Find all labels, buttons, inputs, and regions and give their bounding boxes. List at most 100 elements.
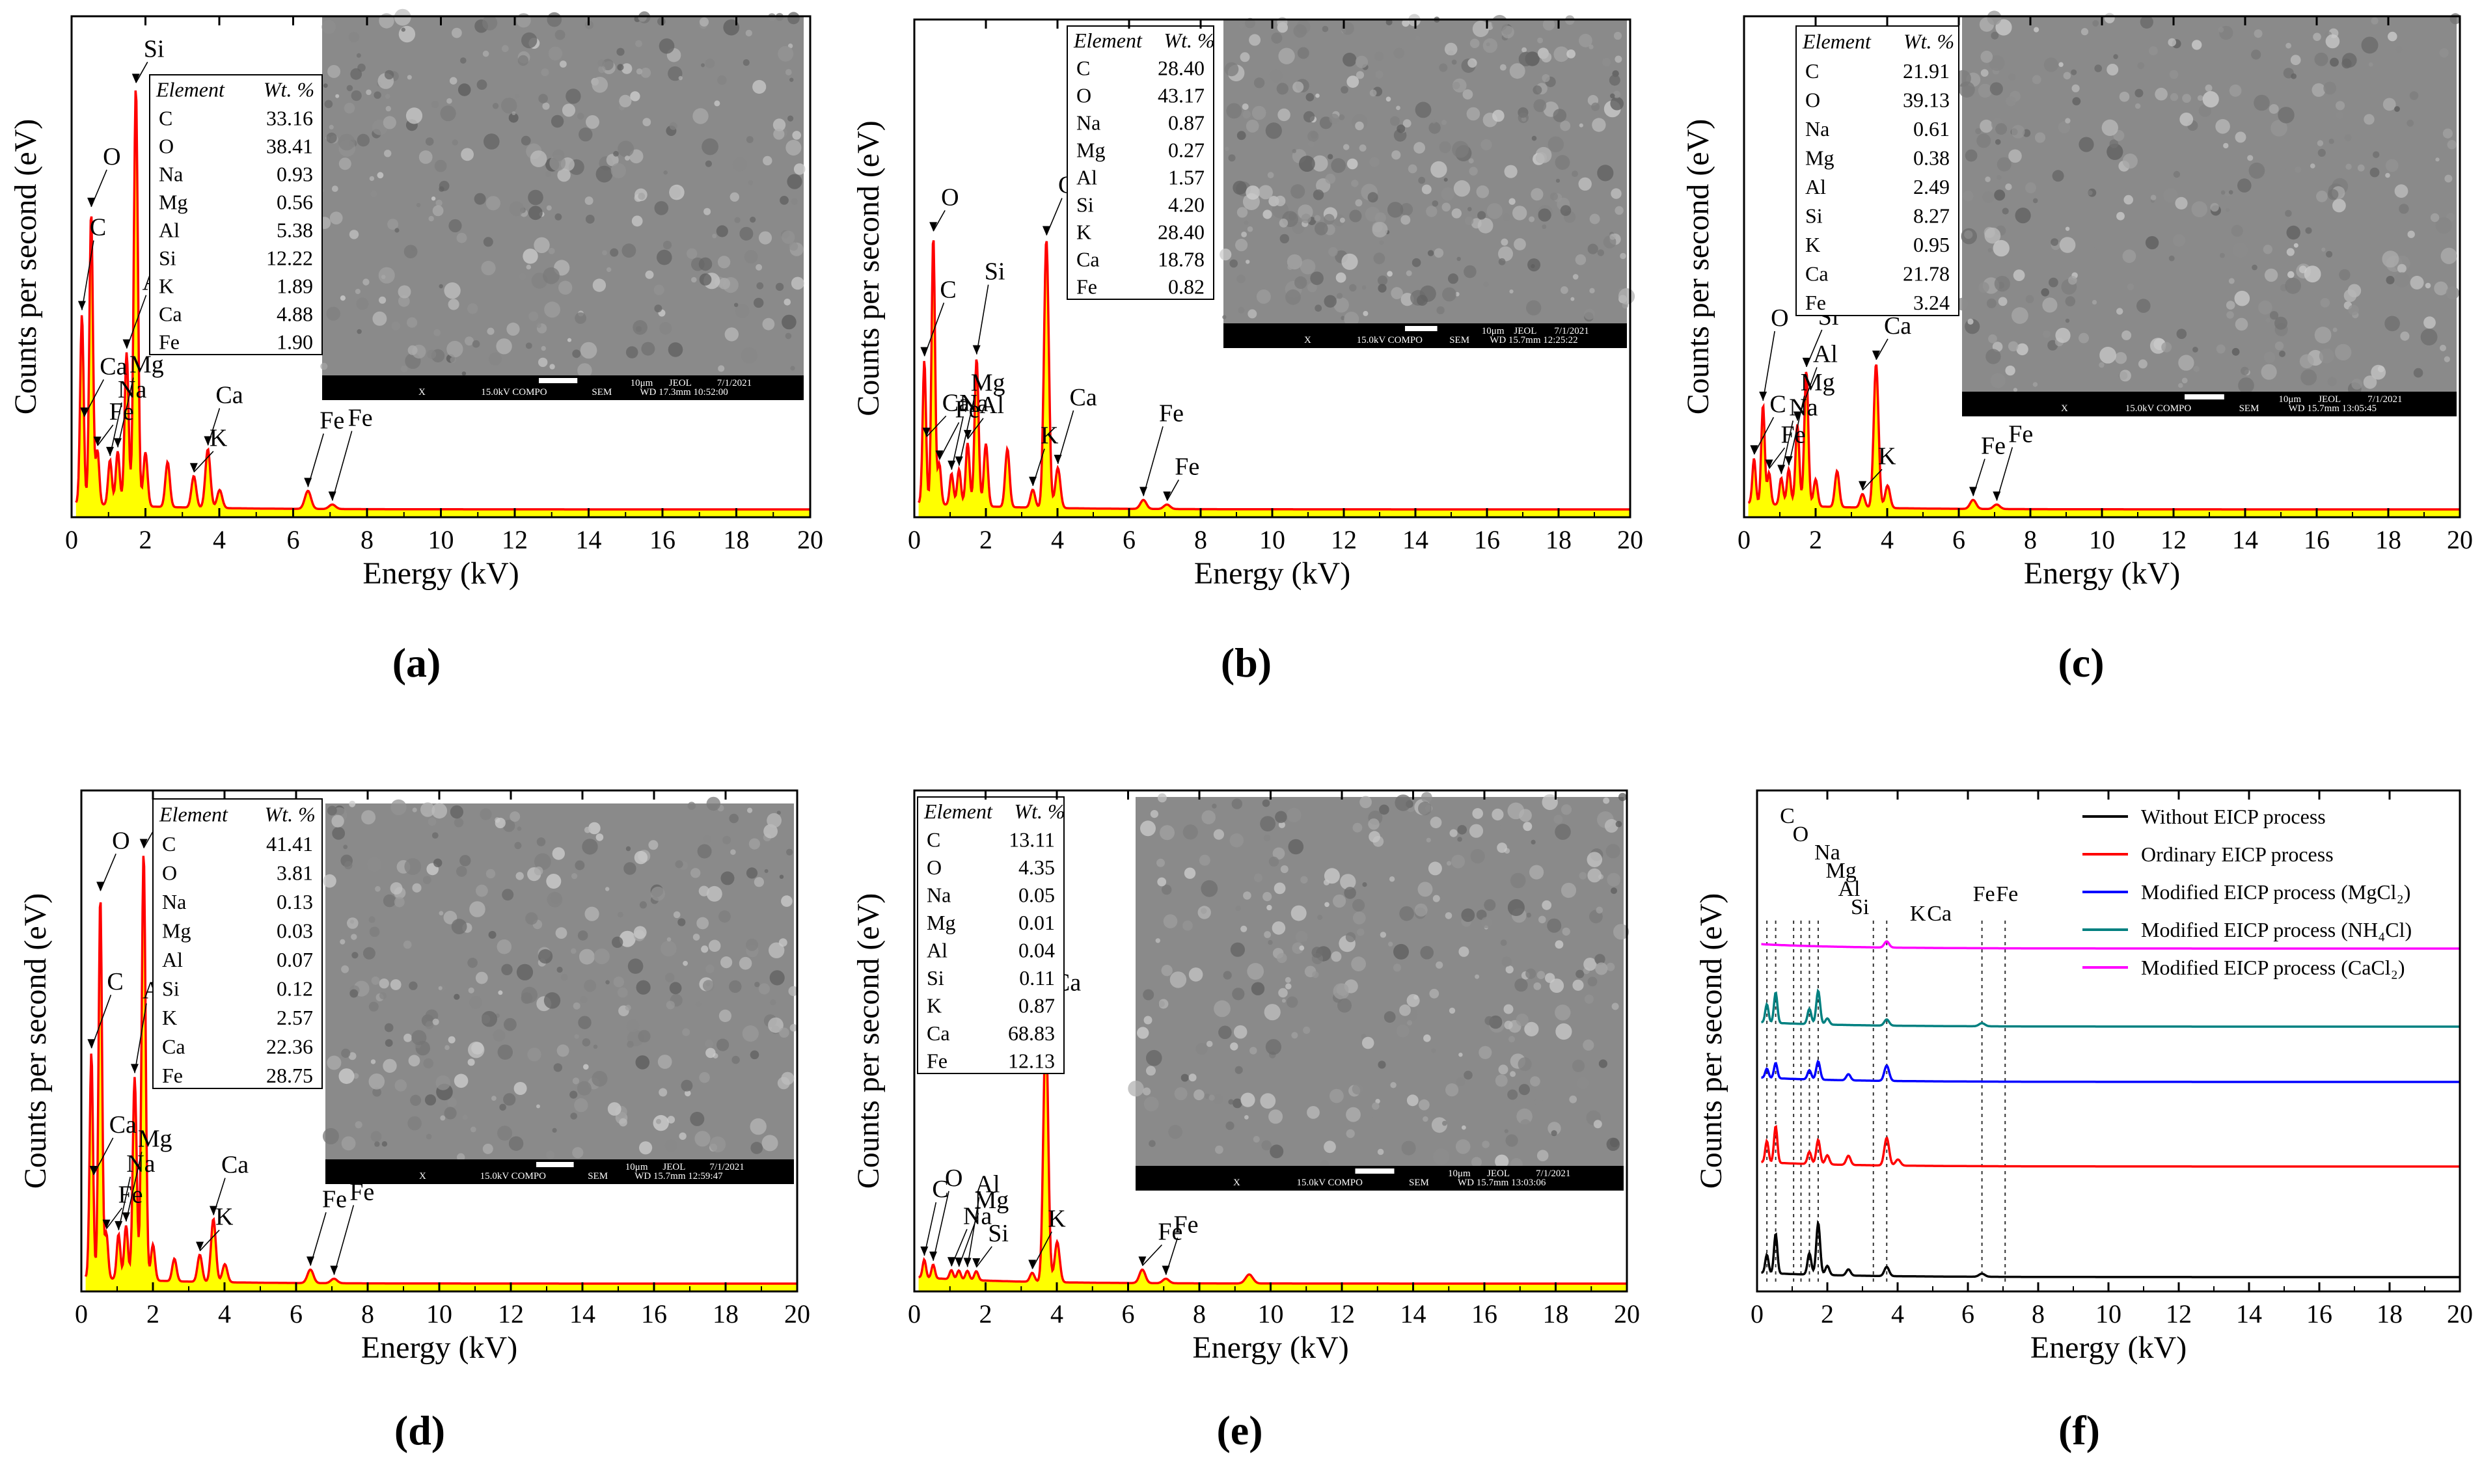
- sem-grain: [681, 1079, 693, 1092]
- sem-grain: [528, 311, 539, 321]
- peak-label: O: [103, 143, 120, 170]
- sem-grain: [706, 885, 722, 902]
- sem-grain: [1492, 808, 1504, 821]
- sem-grain: [2252, 264, 2257, 271]
- sem-grain: [579, 128, 593, 142]
- sem-grain: [1253, 77, 1265, 88]
- sem-grain: [2247, 155, 2254, 161]
- sem-grain: [439, 284, 443, 289]
- sem-grain: [501, 98, 517, 114]
- x-tick-label: 16: [641, 1299, 667, 1329]
- peak-arrow: [1166, 479, 1179, 501]
- sem-grain: [2034, 27, 2039, 33]
- sem-grain: [356, 297, 369, 310]
- sem-grain: [743, 59, 750, 66]
- sem-grain: [1143, 989, 1154, 1001]
- peak-arrowhead: [1872, 350, 1880, 360]
- peak-arrow: [1768, 447, 1786, 469]
- peak-label: K: [1041, 422, 1059, 450]
- sem-grain: [1464, 216, 1474, 226]
- x-tick-label: 0: [75, 1299, 88, 1329]
- sem-grain: [1161, 965, 1173, 977]
- sem-grain: [1579, 872, 1587, 880]
- sem-grain: [410, 1094, 422, 1106]
- sem-grain: [2368, 62, 2373, 67]
- sem-grain: [1363, 310, 1369, 316]
- sem-grain: [570, 1113, 577, 1120]
- spectrum: OCaCSiAlFeNaMgCaKCaFeFe: [918, 172, 1630, 517]
- peak-arrowhead: [1029, 476, 1037, 486]
- sem-grain: [1963, 190, 1974, 202]
- sem-grain: [2215, 119, 2230, 134]
- peak-label: Al: [975, 1170, 1000, 1198]
- sem-grain: [1268, 939, 1273, 945]
- sem-grain: [2263, 245, 2272, 254]
- sem-grain: [457, 83, 471, 96]
- peak-arrowhead: [955, 1257, 963, 1267]
- sem-grain: [1472, 20, 1489, 37]
- sem-grain: [423, 1058, 434, 1069]
- wt-table-element: O: [927, 856, 942, 879]
- sem-grain: [491, 1096, 497, 1101]
- sem-grain: [2407, 230, 2415, 238]
- sem-grain: [1510, 1071, 1516, 1077]
- y-axis-label: Counts per second (eV): [1681, 119, 1715, 415]
- sem-grain: [467, 1059, 475, 1066]
- sem-grain: [2363, 375, 2377, 389]
- wt-table-element: O: [1805, 88, 1820, 112]
- sem-grain: [1339, 217, 1345, 223]
- x-tick-label: 20: [784, 1299, 810, 1329]
- sem-date: 7/1/2021: [709, 1162, 744, 1172]
- sem-grain: [2425, 282, 2431, 289]
- sem-grain: [468, 987, 474, 993]
- sem-grain: [1245, 18, 1255, 29]
- sem-grain: [1236, 131, 1246, 141]
- sem-grain: [521, 32, 538, 49]
- sem-grain: [1213, 1094, 1223, 1105]
- sem-grain: [791, 198, 798, 205]
- peak-arrowhead: [1759, 392, 1767, 401]
- wt-table-value: 3.24: [1913, 291, 1950, 314]
- sem-grain: [1419, 1099, 1430, 1111]
- sem-grain: [1160, 825, 1175, 841]
- sem-grain: [372, 1087, 381, 1097]
- sem-grain: [1344, 312, 1359, 327]
- sem-grain: [1208, 1094, 1215, 1101]
- sem-grain: [443, 910, 457, 924]
- sem-grain: [2320, 298, 2330, 308]
- sem-grain: [1233, 180, 1247, 195]
- sem-grain: [1477, 211, 1486, 220]
- peak-label: Fe: [118, 1181, 143, 1209]
- sem-grain: [327, 1055, 342, 1070]
- sem-grain: [1324, 1140, 1336, 1153]
- x-tick-label: 18: [724, 525, 750, 554]
- sem-grain: [544, 301, 560, 318]
- sem-grain: [616, 47, 625, 56]
- sem-grain: [1287, 264, 1293, 270]
- sem-grain: [404, 858, 422, 875]
- sem-grain: [556, 1044, 569, 1057]
- sem-grain: [2178, 383, 2183, 388]
- sem-grain: [1346, 1129, 1355, 1139]
- sem-grain: [2435, 157, 2440, 162]
- wt-table-element: Al: [159, 218, 180, 241]
- sem-scale-bar: [536, 1162, 574, 1167]
- sem-grain: [1314, 215, 1321, 222]
- sem-grain: [357, 133, 370, 147]
- sem-grain: [1336, 983, 1349, 996]
- sem-grain: [2313, 33, 2321, 41]
- sem-grain: [501, 964, 513, 976]
- sem-grain: [2113, 54, 2118, 59]
- wt-table-value: 0.07: [277, 948, 313, 971]
- sem-grain: [502, 889, 514, 901]
- peak-label: O: [941, 183, 959, 211]
- wt-table-value: 0.61: [1913, 117, 1950, 141]
- sem-grain: [1449, 829, 1458, 837]
- x-tick-label: 20: [2447, 525, 2473, 554]
- sem-grain: [326, 306, 340, 321]
- sem-grain: [503, 1093, 516, 1106]
- peak-arrow: [83, 379, 105, 417]
- sem-grain: [2005, 183, 2012, 191]
- sem-voltage: 15.0kV COMPO: [481, 387, 547, 398]
- sem-grain: [2317, 148, 2326, 157]
